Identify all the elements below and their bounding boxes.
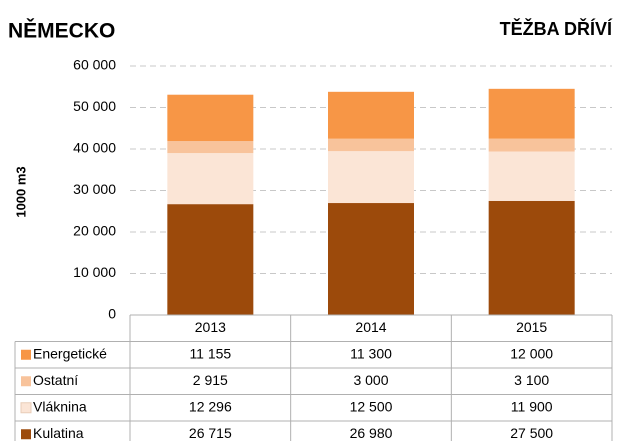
bar-segment xyxy=(167,204,254,315)
legend-swatch xyxy=(21,349,31,360)
y-tick-label: 20 000 xyxy=(73,223,116,239)
legend-label: Ostatní xyxy=(33,372,78,388)
bar-segment xyxy=(488,88,575,139)
legend-swatch xyxy=(21,376,31,387)
bar-segment xyxy=(328,203,414,315)
bar-segment xyxy=(167,153,254,205)
y-tick-label: 10 000 xyxy=(73,264,116,280)
y-tick-label: 30 000 xyxy=(73,181,116,197)
table-value: 26 980 xyxy=(350,425,393,441)
legend-swatch xyxy=(20,402,32,414)
y-tick-label: 40 000 xyxy=(73,140,116,156)
table-value: 2 915 xyxy=(193,372,228,388)
x-tick-label: 2013 xyxy=(195,319,226,335)
legend-swatch xyxy=(21,429,31,440)
legend-label: Kulatina xyxy=(33,425,84,441)
legend-label: Vláknina xyxy=(33,398,87,414)
bar-segment xyxy=(328,91,414,139)
x-tick-label: 2014 xyxy=(355,319,386,335)
x-tick-label: 2015 xyxy=(516,319,547,335)
table-value: 3 000 xyxy=(353,372,388,388)
table-value: 11 900 xyxy=(511,398,553,414)
legend-label: Energetické xyxy=(33,345,107,361)
table-value: 12 000 xyxy=(510,345,553,361)
table-value: 27 500 xyxy=(510,425,553,441)
table-value: 12 296 xyxy=(189,398,232,414)
bar-segment xyxy=(488,151,575,201)
bar-segment xyxy=(328,151,414,204)
table-value: 3 100 xyxy=(514,372,549,388)
y-tick-label: 0 xyxy=(108,306,116,322)
bar-segment xyxy=(488,200,575,315)
bar-segment xyxy=(167,141,254,154)
bar-segment xyxy=(167,94,254,142)
table-value: 11 300 xyxy=(350,345,392,361)
y-tick-label: 50 000 xyxy=(73,98,116,114)
y-axis-label: 1000 m3 xyxy=(13,166,28,217)
table-value: 26 715 xyxy=(189,425,232,441)
chart-subtitle: TĚŽBA DŘÍVÍ xyxy=(500,18,613,39)
bar-segment xyxy=(488,138,575,152)
table-value: 11 155 xyxy=(189,345,231,361)
bar-segment xyxy=(328,138,414,152)
table-value: 12 500 xyxy=(350,398,393,414)
chart-title: NĚMECKO xyxy=(8,19,115,43)
y-tick-label: 60 000 xyxy=(73,57,116,73)
